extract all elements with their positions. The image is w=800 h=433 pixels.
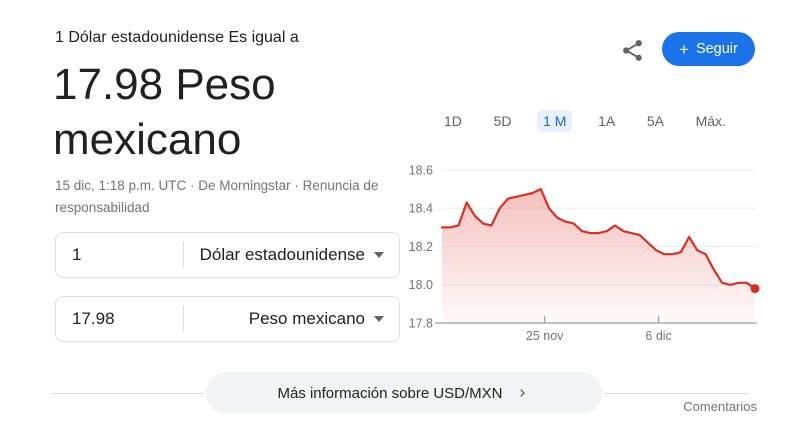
chevron-right-icon [515, 385, 531, 401]
range-tab-max[interactable]: Máx. [695, 113, 726, 129]
plus-icon: + [679, 39, 689, 59]
follow-button-label: Seguir [695, 41, 738, 57]
svg-text:18.4: 18.4 [409, 202, 433, 216]
range-tab-5a[interactable]: 5A [646, 113, 664, 129]
conversion-result-title: 17.98 Peso mexicano [53, 60, 276, 164]
more-info-label: Más información sobre USD/MXN [277, 384, 503, 402]
from-currency-label: Dólar estadounidense [199, 245, 365, 264]
input-divider [183, 242, 184, 268]
comments-link[interactable]: Comentarios [683, 399, 757, 414]
chevron-down-icon [374, 252, 384, 258]
svg-text:18.2: 18.2 [409, 240, 433, 254]
svg-text:17.8: 17.8 [409, 316, 433, 330]
conversion-subtitle: 1 Dólar estadounidense Es igual a [55, 29, 299, 46]
chart-area-fill [442, 189, 755, 323]
time-range-tabs: 1D 5D 1 M 1A 5A Máx. [438, 110, 732, 132]
to-amount-input[interactable] [56, 297, 183, 341]
from-amount-input[interactable] [56, 233, 183, 277]
quote-meta-text: 15 dic, 1:18 p.m. UTC · De Morningstar ·… [55, 178, 379, 215]
from-currency-select[interactable]: Dólar estadounidense [184, 233, 399, 277]
range-tab-1d[interactable]: 1D [444, 113, 462, 129]
footer-divider-right [604, 393, 750, 394]
svg-text:18.0: 18.0 [409, 278, 433, 292]
rate-chart[interactable]: 18.6 18.4 18.2 18.0 17.8 25 nov 6 dic [408, 160, 768, 345]
svg-text:25 nov: 25 nov [526, 329, 564, 343]
chart-axis-labels: 18.6 18.4 18.2 18.0 17.8 25 nov 6 dic [409, 163, 672, 343]
more-info-button[interactable]: Más información sobre USD/MXN [206, 372, 602, 414]
range-tab-1a[interactable]: 1A [598, 113, 616, 129]
chevron-down-icon [374, 316, 384, 322]
share-button[interactable] [618, 36, 646, 64]
input-divider [183, 306, 184, 332]
follow-button[interactable]: + Seguir [662, 32, 755, 66]
range-tab-1m[interactable]: 1 M [537, 110, 573, 132]
to-currency-label: Peso mexicano [248, 309, 365, 328]
share-icon [620, 38, 645, 63]
converter-row-from: Dólar estadounidense [55, 232, 400, 278]
svg-text:6 dic: 6 dic [645, 329, 671, 343]
to-currency-select[interactable]: Peso mexicano [184, 297, 399, 341]
converter-row-to: Peso mexicano [55, 296, 400, 342]
svg-text:18.6: 18.6 [409, 163, 433, 177]
range-tab-5d[interactable]: 5D [493, 113, 512, 129]
footer-divider-left [52, 393, 204, 394]
chart-end-dot [750, 284, 760, 294]
chart-line [440, 188, 757, 290]
